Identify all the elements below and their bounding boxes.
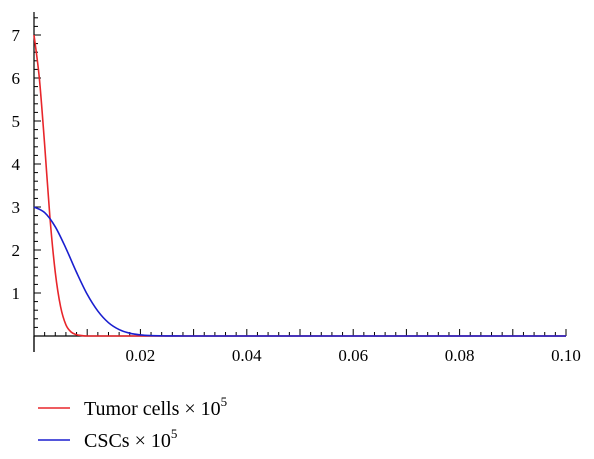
legend-label-tumor-cells: Tumor cells × 105 (84, 394, 227, 420)
y-tick-label: 5 (12, 112, 21, 131)
axes (33, 12, 566, 352)
series-line-cscs (33, 206, 566, 337)
ticks (33, 17, 567, 352)
tick-labels: 0.02 0.04 0.06 0.08 0.10 1 2 3 4 5 6 7 (12, 26, 581, 365)
series-line-tumor-cells (33, 34, 566, 337)
series-lines (33, 34, 566, 337)
y-tick-label: 3 (12, 198, 21, 217)
x-tick-label: 0.02 (126, 346, 156, 365)
legend: Tumor cells × 105 CSCs × 105 (38, 394, 227, 452)
legend-label-cscs: CSCs × 105 (84, 426, 177, 452)
x-tick-label: 0.06 (338, 346, 368, 365)
x-tick-label: 0.10 (551, 346, 581, 365)
legend-item-cscs: CSCs × 105 (38, 426, 177, 452)
y-tick-label: 7 (12, 26, 21, 45)
y-tick-label: 6 (12, 69, 21, 88)
x-tick-label: 0.08 (445, 346, 475, 365)
x-tick-label: 0.04 (232, 346, 262, 365)
y-tick-label: 4 (12, 155, 21, 174)
y-tick-label: 2 (12, 241, 21, 260)
legend-item-tumor-cells: Tumor cells × 105 (38, 394, 227, 420)
y-tick-label: 1 (12, 284, 21, 303)
